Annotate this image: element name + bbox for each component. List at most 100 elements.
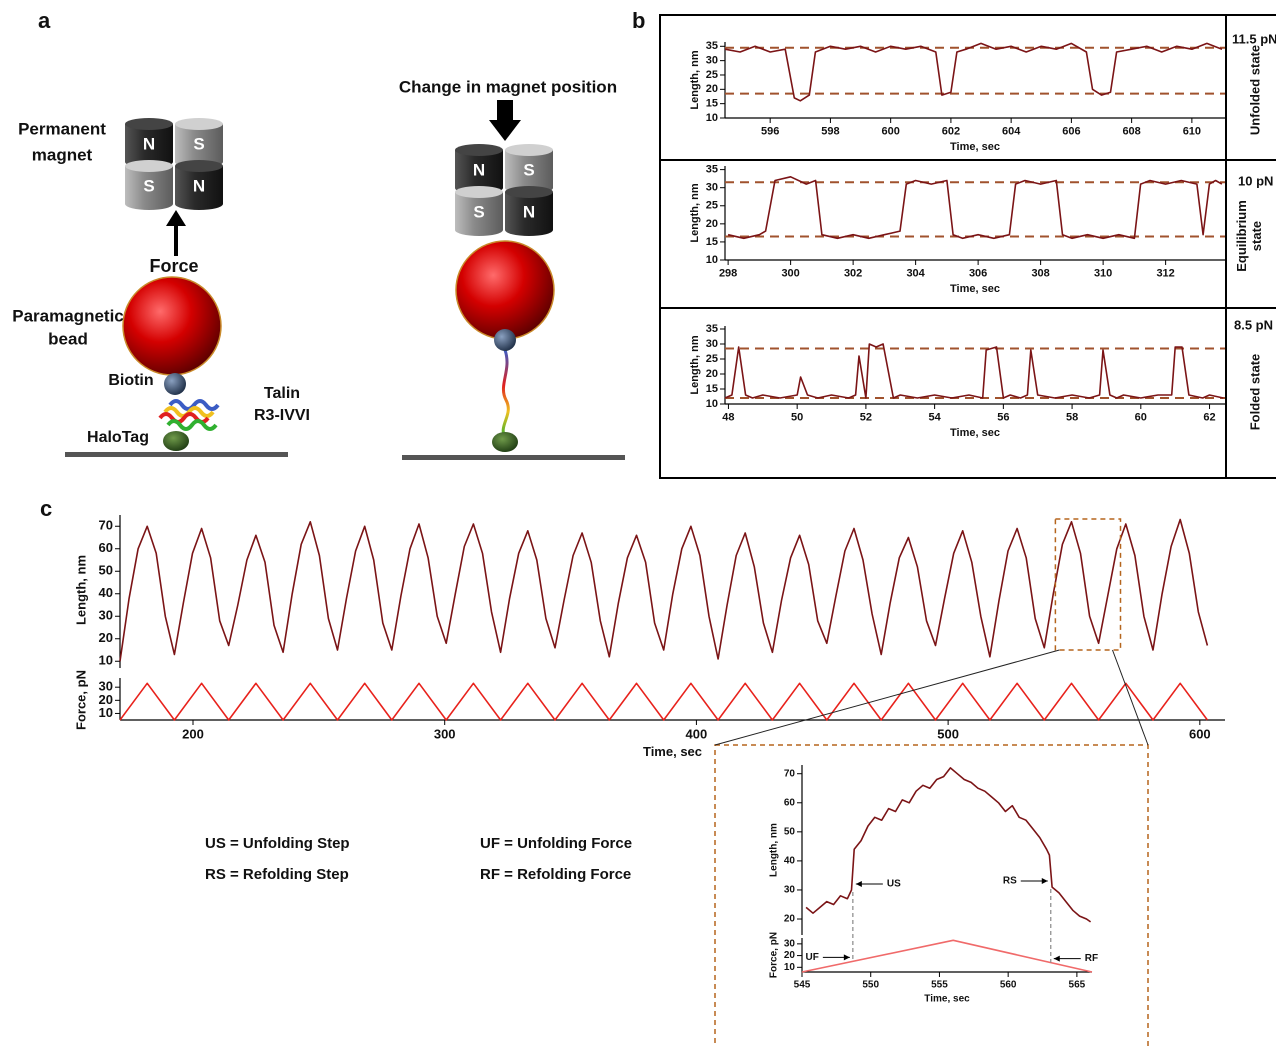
x-tick-label: 306 <box>969 268 987 280</box>
magnet-cap <box>175 160 223 172</box>
x-tick-label: 555 <box>931 980 948 991</box>
y-tick-label: 20 <box>784 914 796 925</box>
x-axis-label: Time, sec <box>950 141 1000 153</box>
x-tick-label: 58 <box>1066 412 1078 424</box>
x-tick-label: 62 <box>1203 412 1215 424</box>
y-tick-label: 20 <box>706 83 718 95</box>
x-tick-label: 604 <box>1002 126 1021 138</box>
y-tick-label: 10 <box>99 653 113 668</box>
inset-frame <box>714 744 1149 1046</box>
x-tick-label: 500 <box>937 727 959 742</box>
x-tick-label: 550 <box>862 980 879 991</box>
magnet-segment <box>175 124 223 162</box>
y-axis-label: Force, pN <box>769 932 780 978</box>
magnet-pole: N <box>143 134 155 153</box>
annotation-arrowhead <box>843 954 850 961</box>
x-tick-label: 52 <box>860 412 872 424</box>
zoom-box <box>1054 518 1122 651</box>
y-tick-label: 30 <box>706 55 718 67</box>
y-tick-label: 35 <box>706 164 718 176</box>
label: Talin <box>264 385 300 402</box>
move-arrow <box>497 100 513 122</box>
label: Force <box>149 256 198 276</box>
legend-note: US = Unfolding Step <box>205 835 350 852</box>
y-tick-label: 30 <box>706 182 718 194</box>
y-tick-label: 60 <box>99 540 113 555</box>
data-line <box>724 42 1223 102</box>
x-tick-label: 298 <box>719 268 737 280</box>
annotation: RF <box>1085 953 1098 964</box>
x-axis-label: Time, sec <box>950 283 1000 295</box>
annotation: US <box>887 879 901 890</box>
y-axis-label: Length, nm <box>689 183 701 242</box>
y-tick-label: 10 <box>99 705 113 720</box>
magnet-pole: N <box>523 202 535 221</box>
x-tick-label: 308 <box>1031 268 1049 280</box>
y-tick-label: 20 <box>706 368 718 380</box>
magnet-segment <box>125 166 173 204</box>
x-tick-label: 610 <box>1183 126 1201 138</box>
y-tick-label: 40 <box>99 585 113 600</box>
magnet-cap <box>175 118 223 130</box>
x-tick-label: 54 <box>928 412 941 424</box>
annotation: RS <box>1003 876 1017 887</box>
y-tick-label: 10 <box>784 962 796 973</box>
y-tick-label: 15 <box>706 383 718 395</box>
surface <box>402 455 625 460</box>
force-arrowhead <box>166 210 186 226</box>
y-tick-label: 35 <box>706 40 718 52</box>
magnet-pole: S <box>193 134 204 153</box>
data-line <box>805 767 1092 923</box>
magnet-pole: S <box>473 202 484 221</box>
magnet-segment <box>125 124 173 162</box>
x-axis-label: Time, sec <box>950 427 1000 439</box>
y-tick-label: 20 <box>784 950 796 961</box>
magnet-segment <box>175 166 223 204</box>
label: Change in magnet position <box>399 77 617 96</box>
magnet-base <box>455 224 503 236</box>
magnet-cap <box>505 186 553 198</box>
y-axis-label: Length, nm <box>689 50 701 109</box>
magnet-base <box>175 198 223 210</box>
magnet-cap <box>125 118 173 130</box>
move-arrowhead <box>489 120 521 141</box>
magnet-base <box>125 198 173 210</box>
y-tick-label: 70 <box>784 768 796 779</box>
panel-b-frame <box>659 14 1276 479</box>
x-tick-label: 60 <box>1135 412 1147 424</box>
panel-letter: b <box>632 8 645 33</box>
magnet-pole: N <box>473 160 485 179</box>
x-tick-label: 50 <box>791 412 803 424</box>
x-tick-label: 300 <box>781 268 799 280</box>
x-tick-label: 48 <box>722 412 734 424</box>
state-label: Equilibrium <box>1234 200 1249 272</box>
magnet-segment <box>455 192 503 230</box>
paramagnetic-bead <box>455 240 555 340</box>
x-tick-label: 304 <box>906 268 925 280</box>
magnet-pole: S <box>523 160 534 179</box>
force-label: 8.5 pN <box>1234 317 1273 332</box>
annotation-arrowhead <box>1053 955 1060 962</box>
x-tick-label: 400 <box>686 727 708 742</box>
label: Paramagnetic <box>12 306 124 325</box>
y-tick-label: 30 <box>784 885 796 896</box>
data-line <box>119 682 1209 721</box>
surface <box>65 452 288 457</box>
annotation-arrowhead <box>1041 878 1048 885</box>
x-tick-label: 302 <box>844 268 862 280</box>
y-tick-label: 40 <box>784 856 796 867</box>
x-tick-label: 310 <box>1094 268 1112 280</box>
x-tick-label: 545 <box>794 980 811 991</box>
halotag <box>163 431 189 451</box>
magnet-segment <box>505 150 553 188</box>
y-tick-label: 15 <box>706 98 718 110</box>
x-tick-label: 606 <box>1062 126 1080 138</box>
data-line <box>727 176 1223 240</box>
y-tick-label: 10 <box>706 112 718 124</box>
label: bead <box>48 329 88 348</box>
unfolded-talin <box>501 349 510 439</box>
x-tick-label: 602 <box>942 126 960 138</box>
x-tick-label: 56 <box>997 412 1009 424</box>
